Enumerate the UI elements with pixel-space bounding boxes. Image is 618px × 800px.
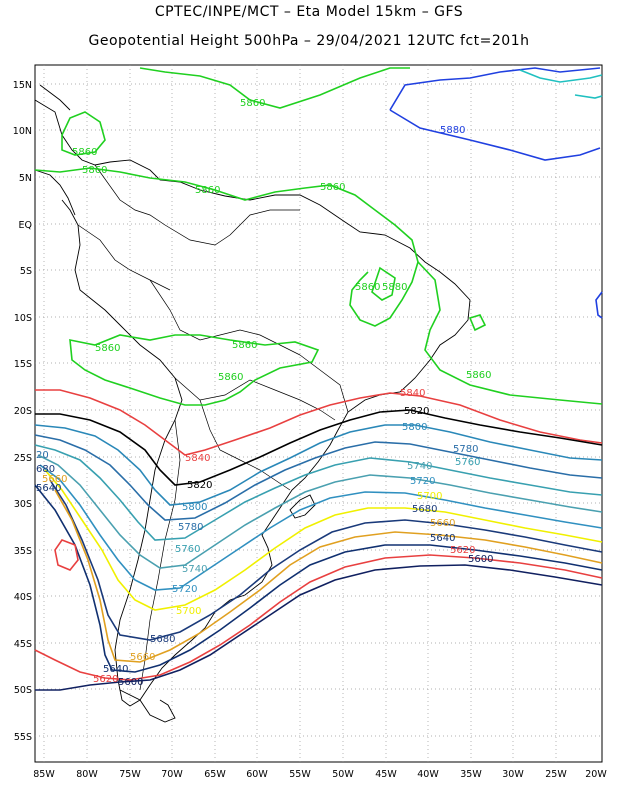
contour-label: 5600 (118, 677, 143, 688)
contour-label: 5860 (320, 182, 345, 193)
lat-label: 10N (13, 126, 32, 137)
lat-label: 55S (14, 732, 32, 743)
chart-title: CPTEC/INPE/MCT – Eta Model 15km – GFS (154, 4, 464, 20)
contour-label: 5840 (400, 388, 425, 399)
lon-label: 45W (375, 769, 397, 780)
lon-label: 35W (460, 769, 482, 780)
lat-label: 25S (14, 453, 32, 464)
contour-label: 20 (36, 450, 49, 461)
lat-label: 30S (14, 499, 32, 510)
contour-label: 5720 (410, 476, 435, 487)
contour-label: 5860 (466, 370, 491, 381)
country-borders (77, 164, 349, 691)
contour-label: 5860 (355, 282, 380, 293)
lat-label: 20S (14, 406, 32, 417)
contour-label: 5620 (450, 545, 475, 556)
contour-label: 5820 (187, 480, 212, 491)
contour-label: 5640 (103, 664, 128, 675)
map-frame (34, 64, 603, 763)
contour-label: 5800 (182, 502, 207, 513)
lat-label: 45S (14, 639, 32, 650)
contour-label: 5720 (172, 584, 197, 595)
contour-label: 5600 (468, 554, 493, 565)
contour-label: 5880 (382, 282, 407, 293)
contour-label: 5780 (453, 444, 478, 455)
lon-label: 20W (585, 769, 607, 780)
contour-label: 5620 (93, 674, 118, 685)
lat-labels: 15N 10N 5N EQ 5S 10S 15S 20S 25S 30S 35S… (13, 80, 32, 743)
contour-label: 5860 (95, 343, 120, 354)
contour-label: 5640 (430, 533, 455, 544)
contour-label: 5860 (232, 340, 257, 351)
lon-label: 25W (545, 769, 567, 780)
lon-label: 85W (33, 769, 55, 780)
contour-label: 5860 (218, 372, 243, 383)
lat-label: 5N (19, 173, 32, 184)
graticule (35, 65, 602, 762)
contour-label: 5860 (195, 185, 220, 196)
lon-label: 80W (76, 769, 98, 780)
lon-label: 55W (289, 769, 311, 780)
lat-label: 35S (14, 546, 32, 557)
lat-label: 15S (14, 359, 32, 370)
contour-label: 5660 (430, 518, 455, 529)
contour-label: 5640 (36, 483, 61, 494)
lon-label: 40W (417, 769, 439, 780)
contour-label: 5760 (455, 457, 480, 468)
contours (34, 67, 603, 691)
lon-label: 75W (119, 769, 141, 780)
contour-labels: 5860 5860 5860 5860 5860 5880 5860 5880 … (36, 98, 493, 688)
contour-label: 5680 (412, 504, 437, 515)
contour-label: 5860 (72, 147, 97, 158)
contour-label: 5660 (130, 652, 155, 663)
lat-label: 5S (20, 266, 32, 277)
contour-label: 5740 (182, 564, 207, 575)
contour-label: 5760 (175, 544, 200, 555)
lon-labels: 85W 80W 75W 70W 65W 60W 55W 50W 45W 40W … (33, 769, 607, 780)
contour-label: 5860 (82, 165, 107, 176)
contour-label: 5860 (240, 98, 265, 109)
contour-label: 5700 (176, 606, 201, 617)
contour-label: 5680 (150, 634, 175, 645)
contour-label: 5780 (178, 522, 203, 533)
lat-label: 40S (14, 592, 32, 603)
contour-label: 5820 (404, 406, 429, 417)
contour-label: 5740 (407, 461, 432, 472)
contour-label: 5840 (185, 453, 210, 464)
lon-label: 60W (246, 769, 268, 780)
lon-label: 50W (332, 769, 354, 780)
lat-label: 15N (13, 80, 32, 91)
lat-label: 50S (14, 685, 32, 696)
contour-label: 680 (36, 464, 55, 475)
contour-label: 5660 (42, 474, 67, 485)
lon-label: 70W (161, 769, 183, 780)
lon-label: 30W (502, 769, 524, 780)
lat-label: EQ (19, 220, 32, 231)
contour-label: 5700 (417, 491, 442, 502)
lat-label: 10S (14, 313, 32, 324)
contour-label: 5880 (440, 125, 465, 136)
chart-subtitle: Geopotential Height 500hPa – 29/04/2021 … (88, 33, 530, 49)
contour-label: 5800 (402, 422, 427, 433)
lon-label: 65W (204, 769, 226, 780)
